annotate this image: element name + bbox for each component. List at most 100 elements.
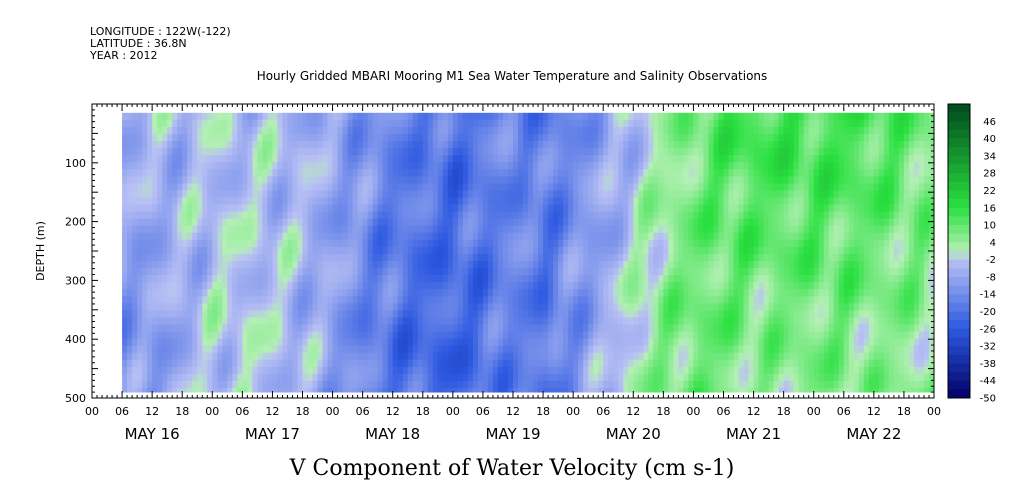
heatmap-cell: [578, 261, 584, 269]
heatmap-cell: [327, 338, 333, 347]
heatmap-cell: [628, 388, 634, 393]
heatmap-cell: [618, 275, 624, 283]
heatmap-cell: [502, 253, 509, 262]
heatmap-cell: [402, 338, 409, 347]
heatmap-cell: [718, 253, 724, 262]
heatmap-cell: [177, 310, 183, 318]
heatmap-cell: [472, 148, 479, 156]
heatmap-cell: [287, 324, 293, 332]
heatmap-cell: [518, 141, 524, 149]
heatmap-cell: [232, 246, 238, 255]
heatmap-cell: [502, 324, 509, 332]
heatmap-cell: [287, 155, 293, 163]
heatmap-cell: [683, 232, 689, 241]
heatmap-cell: [422, 148, 429, 156]
heatmap-cell: [387, 331, 394, 340]
heatmap-cell: [618, 310, 624, 318]
heatmap-cell: [688, 296, 694, 304]
heatmap-cell: [518, 225, 524, 234]
heatmap-cell: [132, 246, 138, 255]
heatmap-cell: [703, 211, 709, 220]
heatmap-cell: [462, 345, 469, 354]
heatmap-cell: [603, 296, 609, 304]
heatmap-cell: [412, 253, 419, 262]
heatmap-cell: [698, 197, 704, 205]
heatmap-cell: [317, 211, 323, 220]
heatmap-cell: [407, 169, 414, 177]
heatmap-cell: [728, 373, 734, 382]
heatmap-cell: [457, 162, 464, 170]
heatmap-cell: [267, 324, 273, 332]
heatmap-cell: [192, 324, 198, 332]
heatmap-cell: [533, 282, 539, 290]
heatmap-cell: [683, 253, 689, 262]
heatmap-cell: [122, 190, 128, 198]
heatmap-cell: [422, 331, 429, 340]
heatmap-cell: [337, 380, 343, 389]
heatmap-cell: [538, 211, 544, 220]
heatmap-cell: [387, 204, 394, 213]
heatmap-cell: [172, 169, 178, 177]
heatmap-cell: [723, 246, 729, 255]
heatmap-cell: [227, 141, 233, 149]
heatmap-cell: [292, 176, 298, 184]
heatmap-cell: [452, 126, 459, 135]
heatmap-cell: [678, 232, 684, 241]
heatmap-cell: [472, 352, 479, 361]
heatmap-cell: [548, 373, 554, 382]
heatmap-cell: [127, 373, 133, 382]
heatmap-cell: [272, 246, 278, 255]
heatmap-cell: [538, 317, 544, 325]
heatmap-cell: [377, 133, 384, 142]
heatmap-cell: [192, 162, 198, 170]
heatmap-cell: [603, 246, 609, 255]
heatmap-cell: [603, 282, 609, 290]
heatmap-cell: [197, 141, 203, 149]
heatmap-cell: [152, 148, 158, 156]
heatmap-cell: [327, 218, 333, 227]
heatmap-cell: [513, 141, 519, 149]
heatmap-cell: [397, 218, 404, 227]
heatmap-cell: [427, 352, 434, 361]
heatmap-cell: [362, 112, 369, 121]
heatmap-cell: [447, 268, 454, 276]
heatmap-cell: [427, 112, 434, 121]
heatmap-cell: [507, 239, 514, 248]
heatmap-cell: [618, 268, 624, 276]
heatmap-cell: [583, 190, 589, 198]
heatmap-cell: [437, 119, 444, 128]
heatmap-cell: [723, 169, 729, 177]
heatmap-cell: [207, 373, 213, 382]
heatmap-cell: [492, 310, 499, 318]
heatmap-cell: [583, 133, 589, 142]
heatmap-cell: [668, 388, 674, 393]
heatmap-cell: [533, 162, 539, 170]
heatmap-cell: [482, 331, 489, 340]
heatmap-cell: [427, 380, 434, 389]
heatmap-cell: [518, 183, 524, 191]
heatmap-cell: [467, 296, 474, 304]
heatmap-cell: [292, 345, 298, 354]
heatmap-cell: [387, 289, 394, 297]
heatmap-cell: [462, 119, 469, 128]
heatmap-cell: [347, 324, 354, 332]
heatmap-cell: [297, 162, 303, 170]
heatmap-cell: [628, 331, 634, 340]
heatmap-cell: [222, 303, 228, 311]
heatmap-cell: [452, 345, 459, 354]
heatmap-cell: [257, 296, 263, 304]
heatmap-cell: [252, 373, 258, 382]
heatmap-cell: [352, 253, 359, 262]
heatmap-cell: [367, 345, 374, 354]
heatmap-cell: [427, 310, 434, 318]
heatmap-cell: [618, 296, 624, 304]
heatmap-cell: [668, 352, 674, 361]
heatmap-cell: [718, 119, 724, 128]
heatmap-cell: [237, 380, 243, 389]
heatmap-cell: [302, 126, 308, 135]
heatmap-cell: [497, 380, 504, 389]
heatmap-cell: [638, 345, 644, 354]
heatmap-cell: [618, 211, 624, 220]
heatmap-cell: [402, 310, 409, 318]
heatmap-cell: [482, 183, 489, 191]
